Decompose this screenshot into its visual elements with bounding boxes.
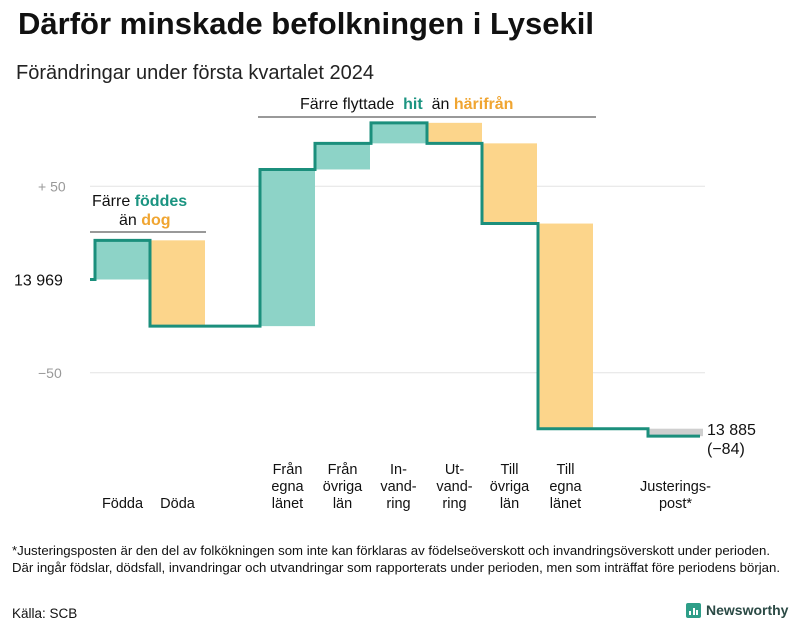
end-change-label: (−84) — [707, 441, 745, 458]
births-annotation-line2: än dog — [119, 212, 171, 229]
y-tick-label-1: −50 — [38, 365, 62, 381]
category-label-3: Från övriga län — [322, 462, 363, 512]
chart-subtitle: Förändringar under första kvartalet 2024 — [16, 62, 374, 84]
y-tick-label-0: + 50 — [38, 178, 66, 194]
bar-7 — [538, 223, 593, 429]
footnote: *Justeringsposten är den del av folkökni… — [12, 543, 780, 575]
category-label-6: Till övriga län — [489, 462, 530, 512]
bar-1 — [150, 240, 205, 327]
category-label-5: Ut-vand-ring — [436, 462, 473, 512]
category-label-4: In-vand-ring — [380, 462, 417, 512]
category-label-0: Födda — [101, 496, 144, 512]
migration-annotation: Färre flyttade hit än härifrån — [300, 96, 514, 113]
bar-0 — [95, 240, 150, 280]
source-label: Källa: SCB — [12, 606, 78, 621]
brand-name: Newsworthy — [706, 602, 789, 618]
start-value-label: 13 969 — [14, 273, 63, 290]
brand-logo: Newsworthy — [686, 602, 788, 618]
category-label-8: Justerings-post* — [640, 479, 711, 512]
category-label-2: Från egna länet — [271, 462, 304, 512]
end-value-label: 13 885 — [707, 422, 756, 439]
bar-5 — [427, 122, 482, 144]
bar-2 — [260, 169, 315, 327]
births-annotation-line1: Färre föddes — [92, 193, 188, 210]
category-label-7: Till egna länet — [549, 462, 582, 512]
bar-6 — [482, 143, 537, 224]
bar-3 — [315, 143, 370, 170]
category-label-1: Döda — [160, 496, 195, 512]
chart-title: Därför minskade befolkningen i Lysekil — [18, 6, 594, 41]
waterfall-chart: + 50 −50 13 969 13 885 (−84) — [14, 116, 756, 458]
bar-4 — [371, 122, 426, 144]
bar-chart-icon — [686, 602, 701, 618]
waterfall-step-line — [90, 121, 700, 438]
bar-8 — [648, 428, 703, 437]
